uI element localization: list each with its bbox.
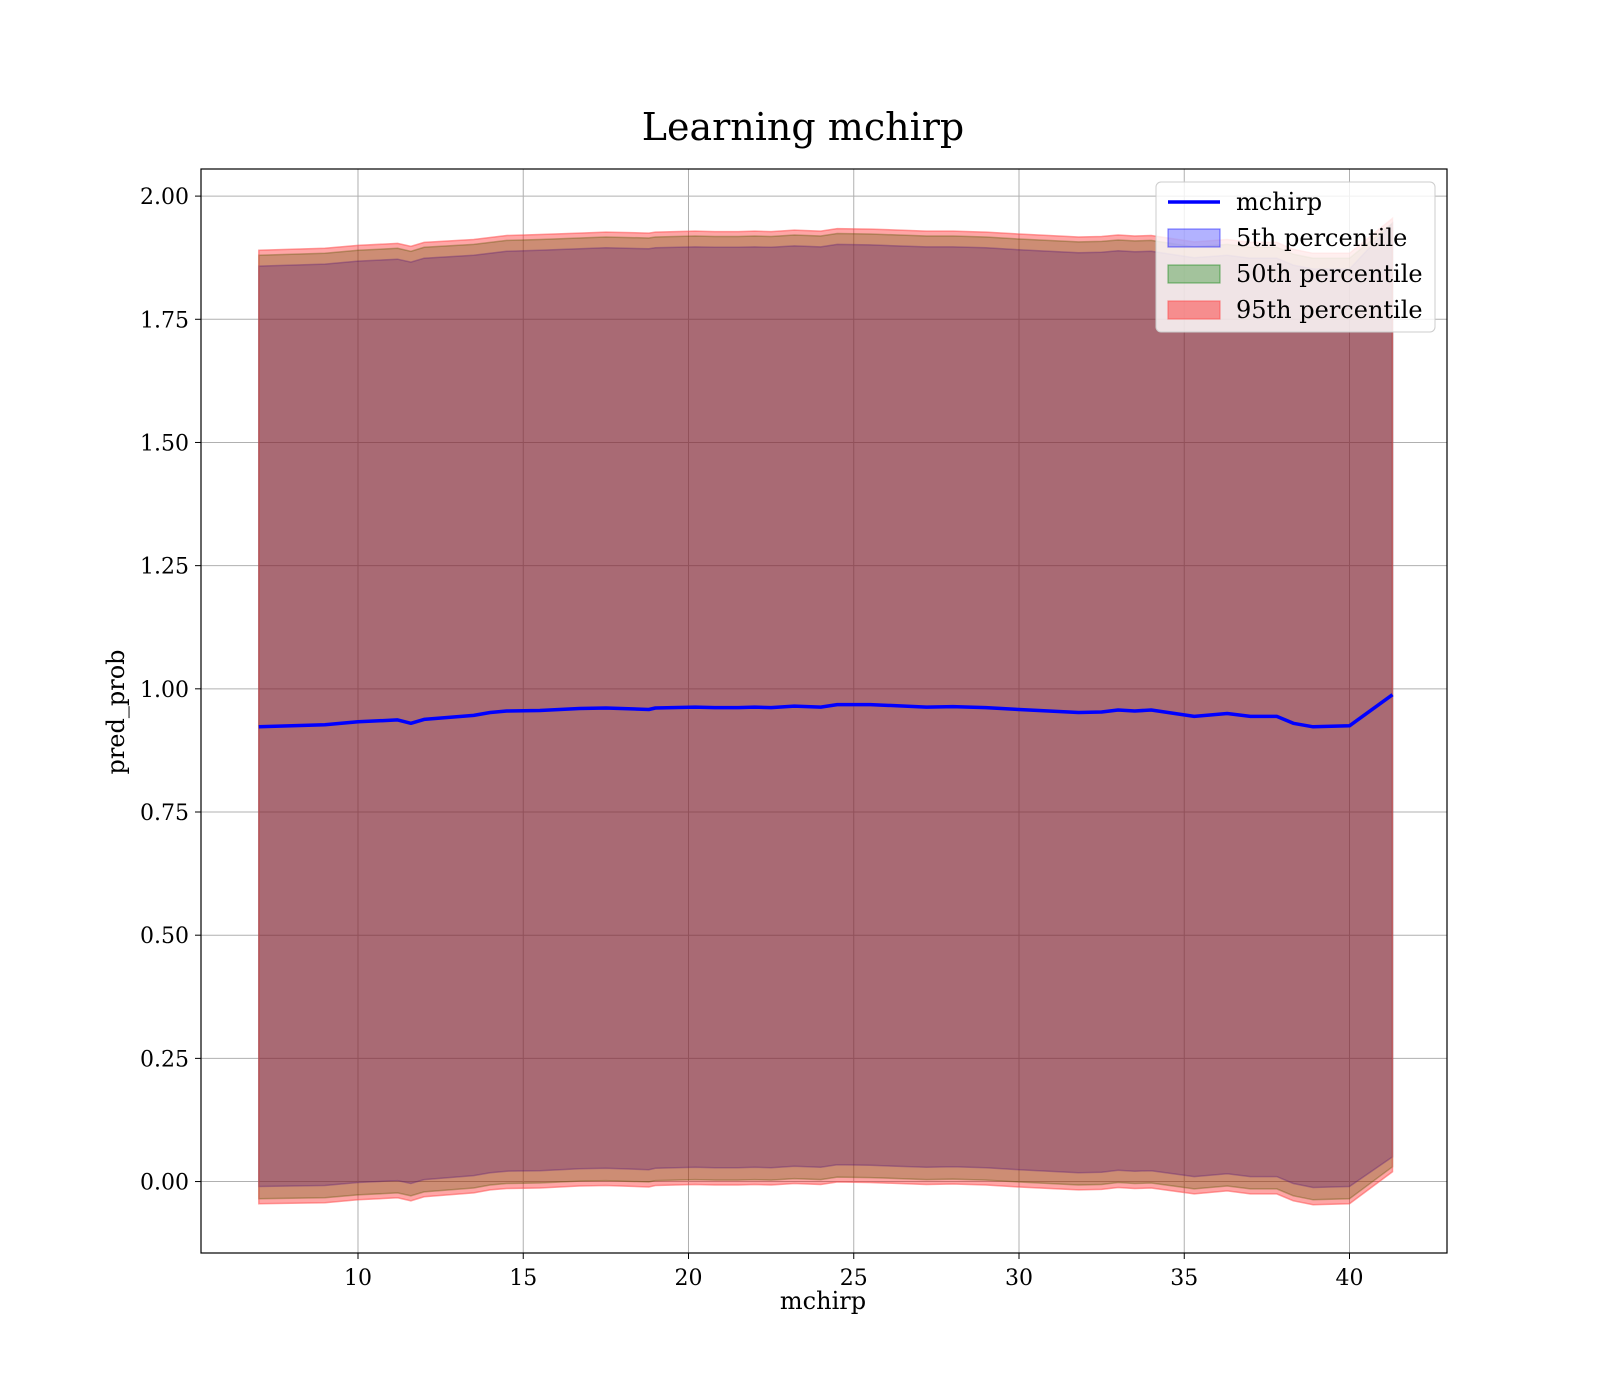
x-tick-label: 20 — [674, 1266, 702, 1291]
legend-label: 50th percentile — [1236, 260, 1423, 288]
legend: mchirp 5th percentile 50th percentile 95th … — [1155, 181, 1436, 333]
x-axis-label: mchirp — [780, 1287, 866, 1315]
legend-handle — [1167, 228, 1221, 248]
legend-label: 95th percentile — [1236, 296, 1423, 324]
axes-background — [201, 169, 1447, 1253]
legend-handle — [1167, 300, 1221, 320]
legend-handle — [1167, 264, 1221, 284]
legend-label: 5th percentile — [1236, 224, 1407, 252]
x-tick-label: 10 — [344, 1266, 372, 1291]
plot-area: 10 15 20 25 30 35 40 0.00 0.25 0.50 0.75 1.00 1.25 1.… — [140, 168, 1448, 1291]
axes-frame — [200, 168, 1448, 1254]
y-tick-label: 0.50 — [140, 924, 189, 949]
y-tick-label: 1.75 — [140, 308, 189, 333]
y-tick-label: 1.00 — [140, 678, 189, 703]
y-tick-label: 1.50 — [140, 431, 189, 456]
y-tick-label: 1.25 — [140, 555, 189, 580]
y-tick-label: 0.25 — [140, 1047, 189, 1072]
y-axis-label: pred_prob — [102, 649, 130, 774]
legend-label: mchirp — [1236, 188, 1322, 216]
chart-title: Learning mchirp — [642, 105, 964, 149]
legend-box — [1155, 181, 1436, 333]
95th-percentile-band — [258, 216, 1394, 1206]
x-tick-label: 15 — [509, 1266, 537, 1291]
mchirp-line — [258, 693, 1394, 729]
x-tick-label: 25 — [840, 1266, 868, 1291]
x-tick-label: 40 — [1336, 1266, 1364, 1291]
x-tick-label: 35 — [1170, 1266, 1198, 1291]
y-tick-label: 2.00 — [140, 185, 189, 210]
y-tick-label: 0.75 — [140, 801, 189, 826]
y-tick-label: 0.00 — [140, 1171, 189, 1196]
x-tick-label: 30 — [1005, 1266, 1033, 1291]
